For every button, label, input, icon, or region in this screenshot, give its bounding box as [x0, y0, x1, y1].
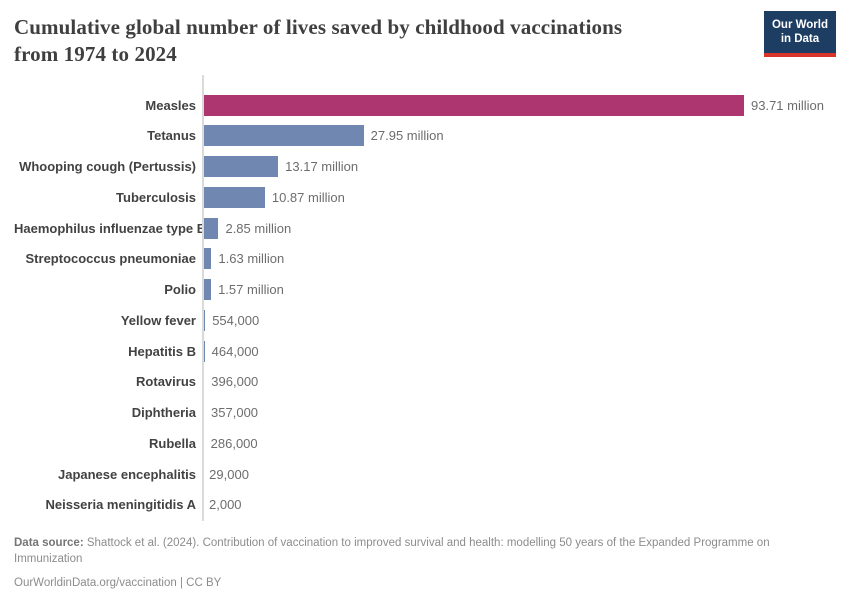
chart-row: Tuberculosis 10.87 million [14, 182, 836, 213]
chart-row: Rubella 286,000 [14, 428, 836, 459]
bar-category-label: Yellow fever [120, 312, 196, 328]
bar-value-label: 357,000 [211, 405, 259, 421]
bar-category-label: Hepatitis B [128, 343, 196, 359]
bar-track: 1.63 million [202, 248, 836, 270]
bar-value-label: 286,000 [210, 435, 258, 451]
bar-rect[interactable] [202, 186, 265, 208]
bar-rect[interactable] [202, 279, 212, 301]
bar-track: 10.87 million [202, 186, 836, 208]
bar-rect[interactable] [202, 248, 212, 270]
bar-value-label: 2,000 [209, 497, 242, 513]
owid-logo-line1: Our World [771, 19, 828, 31]
bar-category-label: Polio [164, 282, 196, 298]
data-source-text: Shattock et al. (2024). Contribution of … [14, 537, 770, 566]
bar-track: 1.57 million [202, 279, 836, 301]
bar-value-label: 13.17 million [285, 159, 359, 175]
chart-row: Yellow fever 554,000 [14, 305, 836, 336]
bar-track: 29,000 [202, 463, 836, 485]
page-title-line1: Cumulative global number of lives saved … [14, 15, 623, 39]
chart-row: Japanese encephalitis 29,000 [14, 459, 836, 490]
bar-category-label: Whooping cough (Pertussis) [19, 159, 196, 175]
chart-row: Whooping cough (Pertussis) 13.17 million [14, 151, 836, 182]
bar-chart: Measles 93.71 million Tetanus 27.95 mill… [14, 74, 836, 521]
y-axis-line [202, 74, 204, 521]
bar-track: 93.71 million [202, 94, 836, 116]
chart-row: Rotavirus 396,000 [14, 367, 836, 398]
bar-value-label: 93.71 million [751, 97, 824, 113]
chart-footer: Data source: Shattock et al. (2024). Con… [14, 535, 796, 591]
bar-value-label: 2.85 million [225, 220, 292, 236]
bar-category-label: Rubella [149, 435, 196, 451]
bar-track: 13.17 million [202, 156, 836, 178]
bar-category-label: Haemophilus influenzae type B [14, 220, 207, 236]
bar-rect[interactable] [202, 217, 219, 239]
attribution-line: OurWorldinData.org/vaccination | CC BY [14, 577, 222, 590]
data-source-note: Data source: Shattock et al. (2024). Con… [14, 535, 796, 567]
owid-logo-line2: in Data [780, 33, 820, 46]
bar-value-label: 464,000 [211, 343, 259, 359]
owid-logo[interactable]: Our World in Data [763, 11, 836, 57]
bar-category-label: Japanese encephalitis [57, 466, 196, 482]
bar-category-label: Tuberculosis [116, 189, 196, 205]
chart-row: Streptococcus pneumoniae 1.63 million [14, 244, 836, 275]
bar-value-label: 396,000 [211, 374, 259, 390]
bar-category-label: Rotavirus [136, 374, 196, 390]
bar-track: 554,000 [202, 309, 836, 331]
bar-value-label: 10.87 million [271, 189, 345, 205]
bar-rect[interactable] [202, 125, 364, 147]
bar-category-label: Tetanus [147, 128, 196, 144]
bar-value-label: 27.95 million [370, 128, 444, 144]
chart-row: Polio 1.57 million [14, 274, 836, 305]
bar-track: 2,000 [202, 494, 836, 515]
bar-track: 357,000 [202, 402, 836, 424]
bar-value-label: 29,000 [209, 466, 249, 482]
bar-category-label: Streptococcus pneumoniae [25, 251, 196, 267]
chart-row: Tetanus 27.95 million [14, 121, 836, 152]
bar-category-label: Diphtheria [131, 405, 196, 421]
bar-value-label: 1.57 million [218, 282, 284, 298]
bar-value-label: 1.63 million [218, 251, 285, 267]
page-title: Cumulative global number of lives saved … [14, 14, 622, 68]
chart-row: Diphtheria 357,000 [14, 397, 836, 428]
chart-row: Haemophilus influenzae type B 2.85 milli… [14, 213, 836, 244]
bar-category-label: Measles [145, 97, 196, 113]
bar-value-label: 554,000 [212, 312, 260, 328]
bar-track: 27.95 million [202, 125, 836, 147]
bar-track: 286,000 [202, 432, 836, 454]
data-source-label: Data source: [14, 537, 84, 550]
bar-rows: Measles 93.71 million Tetanus 27.95 mill… [14, 75, 836, 521]
bar-track: 396,000 [202, 371, 836, 393]
bar-track: 464,000 [202, 340, 836, 362]
page-title-line2: from 1974 to 2024 [14, 41, 177, 66]
bar-track: 2.85 million [202, 217, 836, 239]
bar-rect[interactable] [202, 94, 744, 116]
chart-header: Cumulative global number of lives saved … [14, 10, 836, 68]
bar-category-label: Neisseria meningitidis A [45, 497, 196, 513]
bar-rect[interactable] [202, 156, 279, 178]
chart-row: Hepatitis B 464,000 [14, 336, 836, 367]
chart-row: Neisseria meningitidis A 2,000 [14, 490, 836, 521]
chart-row: Measles 93.71 million [14, 90, 836, 121]
